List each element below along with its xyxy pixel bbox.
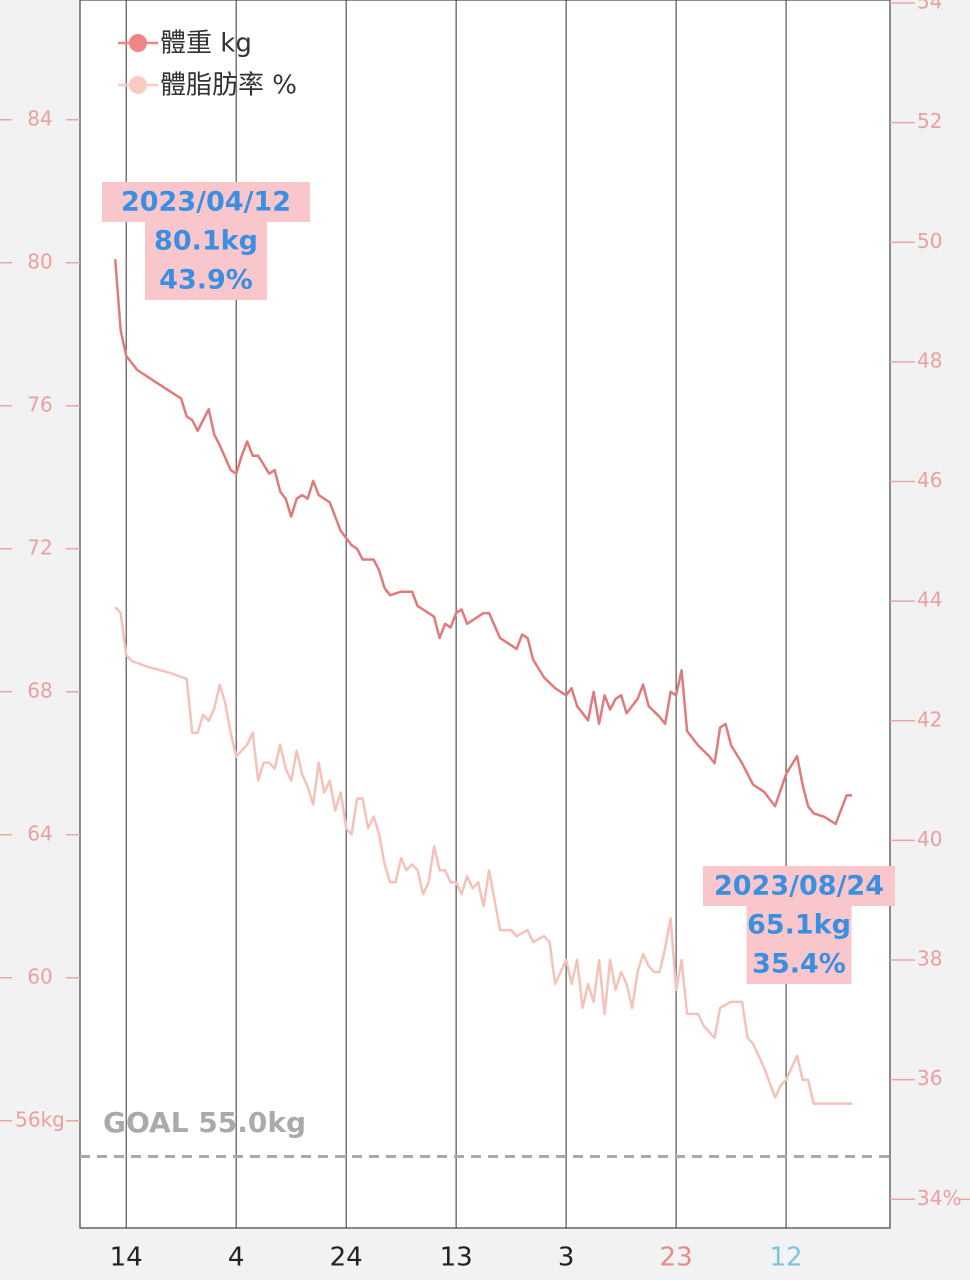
x-tick-label: 23: [660, 1243, 693, 1273]
y-tick-label: 72: [27, 535, 52, 559]
y-tick-label: 80: [27, 249, 52, 273]
y2-tick-label: 52: [917, 109, 942, 133]
goal-label: GOAL 55.0kg: [103, 1106, 306, 1139]
y2-tick-label: 54: [917, 0, 942, 13]
y2-tick-label: 34%: [917, 1186, 961, 1210]
annotation-text: 65.1kg: [747, 910, 851, 941]
y-tick-label: 60: [27, 964, 52, 988]
y2-tick-label: 46: [917, 468, 942, 492]
y2-tick-label: 38: [917, 947, 942, 971]
legend-marker: [129, 76, 147, 94]
y-tick-label: 56kg: [15, 1107, 65, 1131]
annotation-box: [145, 260, 267, 300]
x-tick-label: 24: [330, 1243, 363, 1273]
y2-tick-label: 40: [917, 827, 942, 851]
annotation-text: 2023/08/24: [714, 871, 884, 902]
y-tick-label: 68: [27, 678, 52, 702]
y-tick-label: 84: [27, 106, 52, 130]
legend-label: 體重 kg: [160, 29, 252, 59]
annotation-box: [102, 182, 310, 222]
y2-tick-label: 36: [917, 1066, 942, 1090]
annotation-box: [145, 221, 267, 261]
y-tick-label: 76: [27, 392, 52, 416]
annotation-text: 43.9%: [159, 265, 253, 296]
y2-tick-label: 44: [917, 588, 942, 612]
annotation-text: 2023/04/12: [121, 187, 291, 218]
x-tick-label: 14: [110, 1243, 143, 1273]
y2-tick-label: 50: [917, 229, 942, 253]
x-tick-label: 4: [228, 1243, 245, 1273]
legend-label: 體脂肪率 %: [160, 71, 297, 101]
annotation-text: 35.4%: [752, 949, 846, 980]
x-tick-label: 3: [558, 1243, 575, 1273]
x-tick-label: 12: [770, 1243, 803, 1273]
series-line: [114, 606, 853, 1105]
annotation-box: [703, 866, 895, 906]
y-tick-label: 64: [27, 821, 52, 845]
y2-tick-label: 48: [917, 348, 942, 372]
x-tick-label: 13: [440, 1243, 473, 1273]
annotation-box: [746, 944, 852, 984]
annotation-text: 80.1kg: [154, 226, 258, 257]
annotation-box: [746, 905, 852, 945]
legend-marker: [129, 34, 147, 52]
series-line: [113, 259, 853, 826]
y2-tick-label: 42: [917, 707, 942, 731]
